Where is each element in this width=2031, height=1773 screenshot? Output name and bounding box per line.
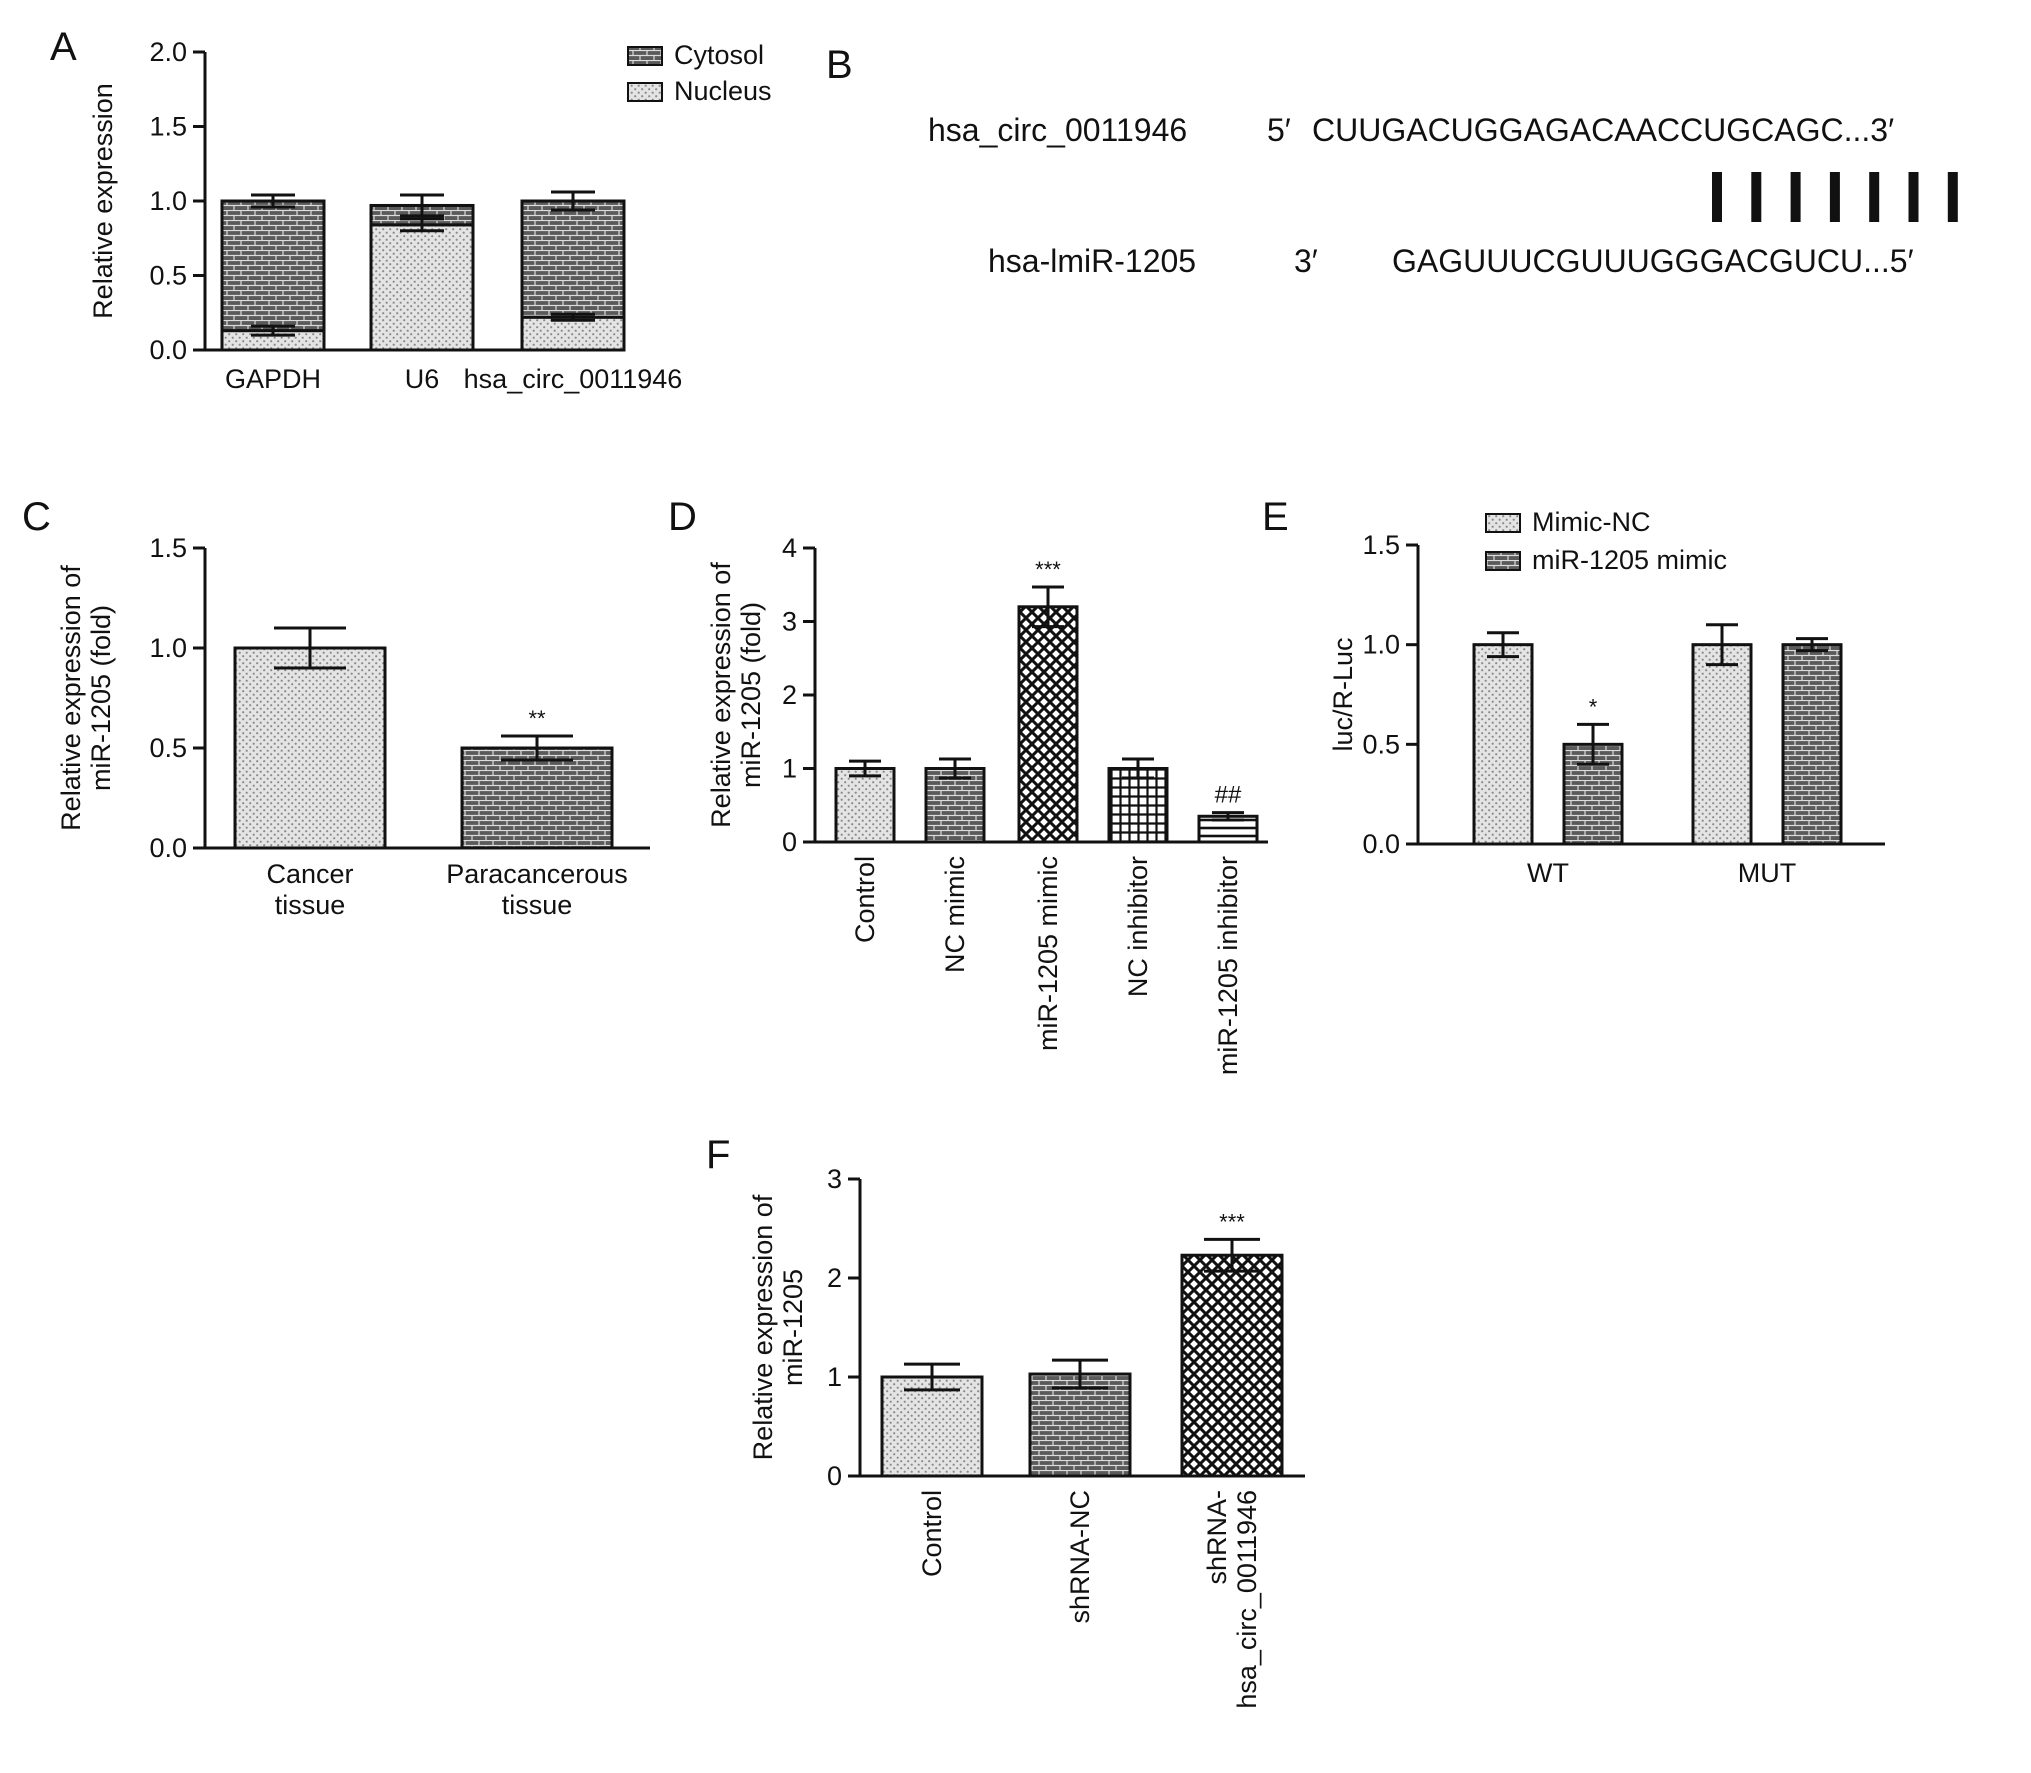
significance-mark: **	[528, 706, 546, 731]
bar	[460, 746, 614, 850]
y-tick-label: 1.0	[1362, 630, 1400, 660]
y-tick-label: 1	[827, 1362, 842, 1392]
x-tick-label: shRNA-NC	[1065, 1490, 1095, 1624]
legend-swatch	[627, 46, 663, 66]
x-tick-label: shRNA-hsa_circ_0011946	[1202, 1490, 1262, 1709]
y-tick-label: 0.0	[149, 335, 187, 365]
y-tick-label: 2.0	[149, 37, 187, 67]
y-tick-label: 1.5	[1362, 530, 1400, 560]
y-tick-label: 0.5	[149, 261, 187, 291]
y-axis-label: luc/R-Luc	[1328, 637, 1358, 751]
bar	[1028, 1372, 1132, 1478]
y-tick-label: 1.5	[149, 533, 187, 563]
base-pair-marks	[1712, 172, 1958, 222]
legend-swatch	[1485, 513, 1521, 533]
panel-label-a: A	[50, 25, 77, 69]
legend-label: Mimic-NC	[1532, 507, 1650, 537]
chart-e: 0.0 0.5 1.0 1.5 luc/R-Luc * WT MUT Mimic-NC miR-1…	[1328, 507, 1885, 888]
mirna-name: hsa-lmiR-1205	[988, 243, 1196, 279]
y-tick-label: 3	[782, 607, 797, 637]
bar	[1691, 643, 1753, 846]
chart-f: 0 1 2 3 Relative expression ofmiR-1205 Contro…	[748, 1164, 1305, 1709]
y-axis-label: Relative expression ofmiR-1205 (fold)	[56, 565, 116, 831]
y-axis-label: Relative expression ofmiR-1205 (fold)	[706, 562, 766, 828]
bar-cytosol	[520, 199, 626, 319]
significance-mark: *	[1589, 694, 1598, 719]
y-axis-label: Relative expression ofmiR-1205	[748, 1194, 808, 1460]
base-pair-mark	[1829, 172, 1840, 222]
bar	[1180, 1253, 1284, 1478]
y-tick-label: 0.0	[149, 833, 187, 863]
significance-mark: ##	[1215, 782, 1242, 809]
y-tick-label: 2	[782, 680, 797, 710]
bar	[834, 767, 896, 844]
sequence-panel: hsa_circ_0011946 5′ CUUGACUGGAGACAACCUGC…	[928, 112, 1958, 279]
y-tick-label: 2	[827, 1263, 842, 1293]
x-tick-label: Paracancerous tissue	[446, 859, 628, 920]
base-pair-mark	[1751, 172, 1762, 222]
bar	[1781, 643, 1843, 846]
x-tick-label: Control	[850, 856, 880, 943]
panel-label-e: E	[1262, 495, 1289, 539]
significance-mark: ***	[1219, 1209, 1245, 1234]
panel-label-f: F	[706, 1133, 730, 1177]
circ-rna-sequence: CUUGACUGGAGACAACCUGCAGC...3′	[1312, 112, 1894, 148]
chart-a: 0.0 0.5 1.0 1.5 2.0 Relative expression GAPDH U…	[88, 37, 772, 394]
y-tick-label: 1.5	[149, 112, 187, 142]
y-tick-label: 0.5	[1362, 729, 1400, 759]
bar-nucleus	[520, 315, 626, 352]
panel-label-c: C	[22, 495, 51, 539]
base-pair-mark	[1908, 172, 1919, 222]
bar-cytosol	[220, 199, 326, 333]
y-tick-label: 0.0	[1362, 829, 1400, 859]
y-tick-label: 0	[827, 1461, 842, 1491]
x-tick-label: NC mimic	[940, 856, 970, 973]
panel-label-b: B	[826, 43, 853, 87]
bar	[233, 646, 387, 850]
x-tick-label: GAPDH	[225, 364, 321, 394]
x-tick-label: Control	[917, 1490, 947, 1577]
y-tick-label: 1.0	[149, 633, 187, 663]
bar	[880, 1375, 984, 1478]
x-tick-label: miR-1205 inhibitor	[1213, 856, 1243, 1075]
chart-c: 0.0 0.5 1.0 1.5 Relative expression ofmiR-12…	[56, 533, 650, 920]
y-tick-label: 1.0	[149, 186, 187, 216]
legend-label: miR-1205 mimic	[1532, 545, 1727, 575]
legend-label: Cytosol	[674, 40, 764, 70]
y-tick-label: 0.5	[149, 733, 187, 763]
x-tick-label: NC inhibitor	[1123, 856, 1153, 997]
y-tick-label: 1	[782, 754, 797, 784]
y-tick-label: 0	[782, 827, 797, 857]
circ-rna-5-prime: 5′	[1267, 112, 1291, 148]
base-pair-mark	[1790, 172, 1801, 222]
bar	[1017, 605, 1079, 844]
base-pair-mark	[1712, 172, 1722, 222]
legend-swatch	[1485, 551, 1521, 571]
mirna-sequence: GAGUUUCGUUUGGGACGUCU...5′	[1392, 243, 1914, 279]
significance-mark: ***	[1035, 557, 1061, 582]
x-tick-label: MUT	[1738, 858, 1796, 888]
x-tick-label: miR-1205 mimic	[1033, 856, 1063, 1051]
y-axis-label: Relative expression	[88, 83, 118, 319]
mirna-3-prime: 3′	[1294, 243, 1318, 279]
panel-label-d: D	[668, 495, 697, 539]
legend-swatch	[627, 82, 663, 102]
y-tick-label: 3	[827, 1164, 842, 1194]
base-pair-mark	[1947, 172, 1958, 222]
y-tick-label: 4	[782, 533, 797, 563]
base-pair-mark	[1869, 172, 1880, 222]
x-tick-label: hsa_circ_0011946	[464, 364, 683, 394]
bar-nucleus	[369, 223, 475, 352]
bar	[1107, 767, 1169, 844]
bar	[1472, 643, 1534, 846]
chart-d: 0 1 2 3 4 Relative expression ofmiR-1205 (fol…	[706, 533, 1268, 1075]
x-tick-label: WT	[1527, 858, 1569, 888]
legend-label: Nucleus	[674, 76, 772, 106]
x-tick-label: Cancer tissue	[266, 859, 353, 920]
circ-rna-name: hsa_circ_0011946	[928, 112, 1187, 148]
x-tick-label: U6	[405, 364, 440, 394]
